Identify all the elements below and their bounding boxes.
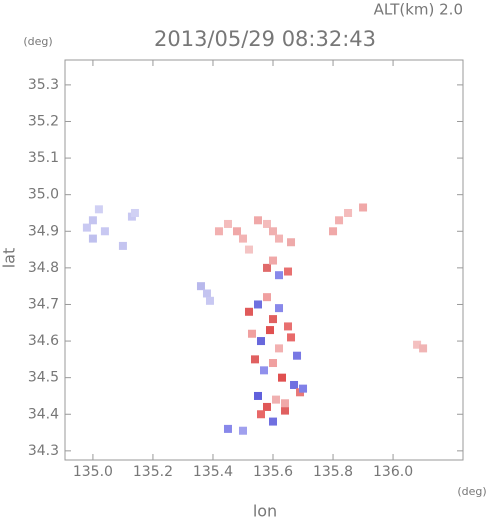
radar-echo <box>202 289 211 298</box>
y-tick-label: 34.7 <box>28 296 59 312</box>
chart-subtitle: ALT(km) 2.0 <box>374 1 463 19</box>
radar-echo <box>287 333 296 342</box>
radar-echo <box>214 227 223 236</box>
radar-echo <box>100 227 109 236</box>
radar-echo <box>299 384 308 393</box>
x-tick-label: 135.6 <box>253 464 293 480</box>
y-tick-label: 35.2 <box>28 113 59 129</box>
radar-echo <box>269 359 278 368</box>
radar-echo <box>419 344 428 353</box>
radar-echo <box>244 245 253 254</box>
radar-echo <box>275 304 284 313</box>
radar-echo <box>284 322 293 331</box>
radar-echo <box>281 406 290 415</box>
radar-echo <box>269 256 278 265</box>
radar-echo <box>247 329 256 338</box>
radar-echo <box>256 337 265 346</box>
radar-echo <box>293 351 302 360</box>
radar-echo <box>278 373 287 382</box>
y-unit: (deg) <box>23 35 52 48</box>
radar-echo <box>232 227 241 236</box>
radar-echo <box>205 296 214 305</box>
radar-echo <box>238 426 247 435</box>
y-tick-label: 34.8 <box>28 260 59 276</box>
radar-echo <box>244 307 253 316</box>
radar-echo <box>260 366 268 375</box>
x-tick-label: 136.0 <box>373 464 413 480</box>
y-tick-label: 34.4 <box>28 406 59 422</box>
radar-echo <box>413 340 422 349</box>
y-tick-label: 35.1 <box>28 150 59 166</box>
x-axis-label: lon <box>253 502 277 521</box>
radar-echo <box>253 391 262 400</box>
radar-echo <box>269 315 278 324</box>
plot-frame <box>64 59 464 461</box>
y-tick-label: 35.3 <box>28 77 59 93</box>
y-tick-label: 35.0 <box>28 187 59 203</box>
x-tick-label: 135.8 <box>313 464 353 480</box>
y-tick-label: 34.5 <box>28 370 59 386</box>
y-axis-label: lat <box>0 248 19 269</box>
radar-echo <box>275 271 284 280</box>
radar-echo <box>250 355 259 364</box>
radar-echo <box>253 216 262 225</box>
radar-echo <box>269 417 278 426</box>
y-tick-label: 34.3 <box>28 443 59 459</box>
radar-echo <box>88 234 97 243</box>
radar-echo <box>335 216 344 225</box>
radar-echo <box>269 227 278 236</box>
y-tick-label: 34.6 <box>28 333 59 349</box>
y-tick-label: 34.9 <box>28 223 59 239</box>
radar-echo <box>263 402 272 411</box>
radar-echo <box>359 203 368 212</box>
radar-echo <box>82 223 91 232</box>
radar-echo <box>290 380 299 389</box>
radar-echo <box>263 263 272 272</box>
radar-echo <box>223 219 232 228</box>
radar-echo <box>275 344 284 353</box>
chart-title: 2013/05/29 08:32:43 <box>154 27 376 51</box>
radar-echo <box>266 326 275 335</box>
radar-echo <box>238 234 247 243</box>
radar-echo <box>275 234 284 243</box>
radar-echo <box>256 410 265 419</box>
radar-echo <box>94 205 103 214</box>
radar-echo <box>263 219 272 228</box>
radar-echo <box>263 293 272 302</box>
radar-echo <box>88 216 97 225</box>
radar-echo <box>118 241 127 250</box>
x-tick-label: 135.0 <box>73 464 113 480</box>
x-tick-label: 135.2 <box>133 464 173 480</box>
radar-echo <box>272 395 281 404</box>
radar-echo <box>284 267 293 276</box>
radar-echo <box>281 399 290 408</box>
radar-echo <box>329 227 338 236</box>
radar-echo <box>196 282 205 291</box>
radar-echo <box>253 300 262 309</box>
radar-echo <box>130 208 139 217</box>
radar-echo <box>223 424 232 433</box>
x-unit: (deg) <box>457 485 486 498</box>
radar-echo <box>287 238 296 247</box>
radar-echo <box>344 208 353 217</box>
x-tick-label: 135.4 <box>193 464 233 480</box>
